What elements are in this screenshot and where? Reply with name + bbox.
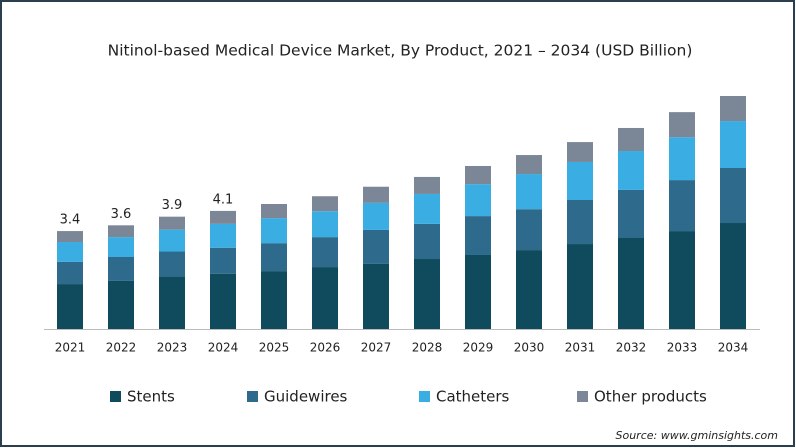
x-tick-label: 2030 xyxy=(514,341,545,355)
bar-segment xyxy=(465,165,491,185)
bar-segment xyxy=(414,193,440,224)
legend-label: Guidewires xyxy=(264,388,348,406)
bar-segment xyxy=(159,251,185,277)
bar-segment xyxy=(312,211,338,238)
bar-segment xyxy=(720,121,746,169)
legend-swatch xyxy=(419,391,430,402)
bar-segment xyxy=(261,243,287,272)
bar-segment xyxy=(159,216,185,230)
bar-segment xyxy=(720,168,746,224)
bar-segment xyxy=(312,237,338,268)
legend-label: Other products xyxy=(594,388,707,406)
bar-segment xyxy=(465,216,491,255)
bar-segment xyxy=(516,155,542,175)
bar-segment xyxy=(465,184,491,217)
bar-segment xyxy=(618,151,644,190)
x-tick-label: 2028 xyxy=(412,341,443,355)
source: Source: www.gminsights.com xyxy=(615,429,778,442)
bar-segment xyxy=(159,229,185,252)
bar-segment xyxy=(669,180,695,232)
bar-segment xyxy=(312,267,338,329)
bar-segment xyxy=(669,112,695,138)
bar-segment xyxy=(57,242,83,262)
x-tick-label: 2024 xyxy=(208,341,239,355)
bar-segment xyxy=(669,231,695,329)
total-label: 4.1 xyxy=(213,192,234,207)
bar-segment xyxy=(312,196,338,212)
bar-segment xyxy=(363,263,389,329)
bar-segment xyxy=(618,189,644,238)
bar-segment xyxy=(363,229,389,264)
bar-segment xyxy=(414,176,440,194)
bar-segment xyxy=(567,161,593,200)
bar-segment xyxy=(363,186,389,203)
legend-swatch xyxy=(577,391,588,402)
total-label: 3.4 xyxy=(60,213,81,228)
bar-segment xyxy=(210,273,236,329)
legend-swatch xyxy=(247,391,258,402)
bar-segment xyxy=(516,209,542,251)
bar-segment xyxy=(57,231,83,243)
legend-label: Catheters xyxy=(436,388,510,406)
bar-segment xyxy=(618,237,644,329)
bar-segment xyxy=(261,218,287,244)
total-label: 3.9 xyxy=(162,198,183,213)
legend-label: Stents xyxy=(127,388,175,406)
x-tick-label: 2026 xyxy=(310,341,341,355)
x-tick-label: 2032 xyxy=(616,341,647,355)
total-label: 3.6 xyxy=(111,207,132,222)
bar-segment xyxy=(57,284,83,329)
bar-segment xyxy=(516,250,542,329)
bar-segment xyxy=(363,202,389,230)
bar-segment xyxy=(210,247,236,274)
bar-segment xyxy=(567,142,593,162)
bar-segment xyxy=(720,96,746,122)
x-tick-label: 2027 xyxy=(361,341,392,355)
x-tick-label: 2029 xyxy=(463,341,494,355)
x-tick-label: 2025 xyxy=(259,341,290,355)
bar-segment xyxy=(567,244,593,329)
bar-segment xyxy=(414,259,440,329)
x-tick-label: 2021 xyxy=(55,341,86,355)
bar-segment xyxy=(108,237,134,257)
bar-segment xyxy=(210,223,236,248)
x-tick-label: 2023 xyxy=(157,341,188,355)
bar-segment xyxy=(57,261,83,285)
x-tick-label: 2022 xyxy=(106,341,137,355)
bar-segment xyxy=(669,137,695,181)
x-tick-label: 2034 xyxy=(718,341,749,355)
bar-segment xyxy=(159,276,185,329)
legend-swatch xyxy=(110,391,121,402)
chart-title: Nitinol-based Medical Device Market, By … xyxy=(108,42,693,60)
bar-segment xyxy=(108,280,134,329)
bar-segment xyxy=(618,127,644,152)
bar-segment xyxy=(465,254,491,329)
bar-segment xyxy=(210,210,236,224)
bar-segment xyxy=(261,204,287,219)
bar-segment xyxy=(261,271,287,329)
bar-segment xyxy=(516,174,542,210)
bar-segment xyxy=(108,257,134,281)
x-tick-label: 2033 xyxy=(667,341,698,355)
x-tick-label: 2031 xyxy=(565,341,596,355)
bar-segment xyxy=(720,223,746,329)
bar-segment xyxy=(414,223,440,260)
bar-segment xyxy=(108,225,134,238)
bar-segment xyxy=(567,199,593,245)
